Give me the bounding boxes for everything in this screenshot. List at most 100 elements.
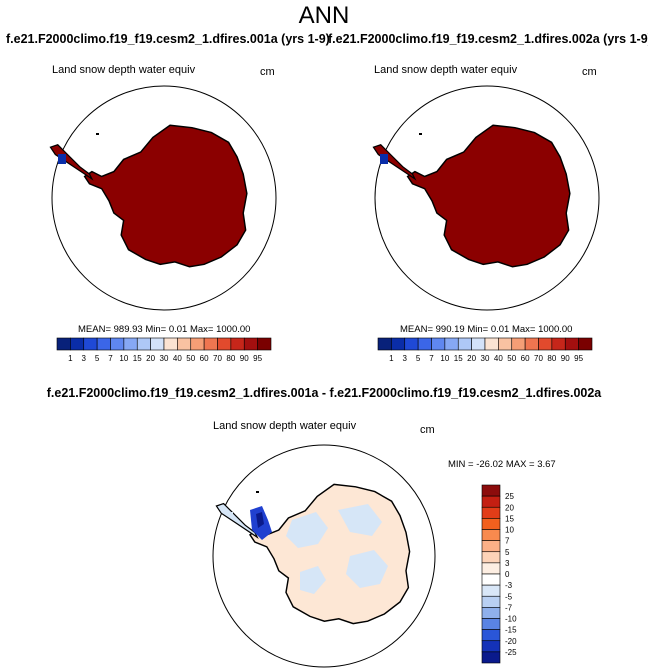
colorbar-right-swatch [511,337,526,351]
colorbar-diff-swatch [481,484,501,497]
colorbar-left-swatch [177,337,192,351]
colorbar-diff-swatch [481,595,501,608]
colorbar-right-swatch [551,337,566,351]
colorbar-diff-swatch [481,495,501,508]
colorbar-left-swatch [123,337,138,351]
map-diff-island-patch [228,512,233,517]
colorbar-right-swatch [524,337,539,351]
map-diff-strongest-neg-region [256,512,264,528]
panel-diff-variable: Land snow depth water equiv [213,420,357,432]
colorbar-diff-tick-label: 15 [505,514,514,523]
colorbar-diff-tick-label: 0 [505,570,510,579]
colorbar-left-swatch [190,337,205,351]
colorbar-left-swatch [150,337,165,351]
colorbar-right-tick-label: 20 [467,354,476,363]
map-left-island [96,133,99,135]
colorbar-right-tick-label: 7 [429,354,434,363]
colorbar-diff-swatch [481,618,501,630]
colorbar-diff-tick-label: -20 [505,637,517,646]
colorbar-diff-tick-label: 20 [505,503,514,512]
colorbar-diff-tick-label: 5 [505,548,510,557]
colorbar-left-tick-label: 15 [133,354,142,363]
map-right-island [419,133,422,135]
colorbar-diff-tick-label: 7 [505,537,510,546]
colorbar-right-tick-label: 15 [454,354,463,363]
colorbar-diff-swatch [481,518,501,530]
colorbar-right-swatch [377,337,392,351]
map-left-island-patch [58,154,66,164]
colorbar-left-swatch [136,337,151,351]
map-diff-neg-region-3 [346,550,388,588]
colorbar-right-swatch [564,337,579,351]
colorbar-left-swatch [230,337,245,351]
colorbar-right-tick-label: 60 [521,354,530,363]
map-diff-island [256,491,259,493]
colorbar-left-swatch [217,337,232,351]
colorbar-left-tick-label: 5 [95,354,100,363]
colorbar-diff-tick-label: -25 [505,648,517,657]
colorbar-left-tick-label: 20 [146,354,155,363]
colorbar-left-swatch [243,337,258,351]
colorbar-right-tick-label: 95 [574,354,583,363]
colorbar-diff-tick-label: -7 [505,603,513,612]
colorbar-right-tick-label: 1 [389,354,394,363]
case-title-left: f.e21.F2000climo.f19_f19.cesm2_1.dfires.… [6,32,330,46]
colorbar-left-swatch [203,337,218,351]
colorbar-right-tick-label: 90 [561,354,570,363]
colorbar-right-swatch [417,337,432,351]
colorbar-right-swatch [457,337,472,351]
panel-diff-stats: MIN = -26.02 MAX = 3.67 [448,459,556,470]
colorbar-diff-swatch [481,573,501,586]
colorbar-diff-tick-label: -15 [505,626,517,635]
map-right [372,85,600,311]
colorbar-right-swatch [404,337,419,351]
colorbar-diff-tick-label: -3 [505,581,513,590]
colorbar-right-tick-label: 70 [534,354,543,363]
colorbar-diff-tick-label: -10 [505,615,517,624]
colorbar-left-swatch [163,337,178,351]
colorbar-left-tick-label: 95 [253,354,262,363]
colorbar-diff-swatch [481,551,501,564]
colorbar-left-tick-label: 30 [160,354,169,363]
map-left [49,85,277,311]
colorbar-left-tick-label: 1 [68,354,73,363]
colorbar-left-tick-label: 90 [240,354,249,363]
colorbar-left-swatch [56,337,71,351]
colorbar-right-swatch [484,337,499,351]
colorbar-left-swatch [110,337,125,351]
colorbar-diff-swatch [481,629,501,642]
colorbar-right-swatch [498,337,513,351]
colorbar-right-swatch [391,337,406,351]
panel-right-stats: MEAN= 990.19 Min= 0.01 Max= 1000.00 [400,324,573,335]
colorbar-left-tick-label: 50 [186,354,195,363]
colorbar-diff-swatch [481,607,501,619]
colorbar-right-swatch [578,337,593,351]
page-title: ANN [298,2,350,29]
colorbar-diff-tick-label: 25 [505,492,514,501]
colorbar-right-tick-label: 80 [547,354,556,363]
colorbar-right-tick-label: 5 [416,354,421,363]
colorbar-left-tick-label: 40 [173,354,182,363]
colorbar-right-tick-label: 3 [403,354,408,363]
map-diff-neg-region-2 [338,504,382,536]
colorbar-diff-swatch [481,584,501,597]
colorbar-diff-tick-label: 10 [505,526,514,535]
colorbar-left-tick-label: 80 [226,354,235,363]
colorbar-right-tick-label: 10 [440,354,449,363]
colorbar-left-tick-label: 10 [119,354,128,363]
colorbar-left-swatch [257,337,272,351]
panel-left-stats: MEAN= 989.93 Min= 0.01 Max= 1000.00 [78,324,251,335]
panel-left-units: cm [260,66,275,78]
colorbar-right-tick-label: 30 [481,354,490,363]
colorbar-left-tick-label: 7 [108,354,113,363]
panel-diff-units: cm [420,424,435,436]
colorbar-left-swatch [83,337,98,351]
colorbar-right-tick-label: 50 [507,354,516,363]
panel-right-units: cm [582,66,597,78]
map-diff-neg-region-4 [300,566,326,594]
colorbar-right-swatch [471,337,486,351]
colorbar-left-tick-label: 70 [213,354,222,363]
map-diff [212,444,436,668]
colorbar-right-tick-label: 40 [494,354,503,363]
